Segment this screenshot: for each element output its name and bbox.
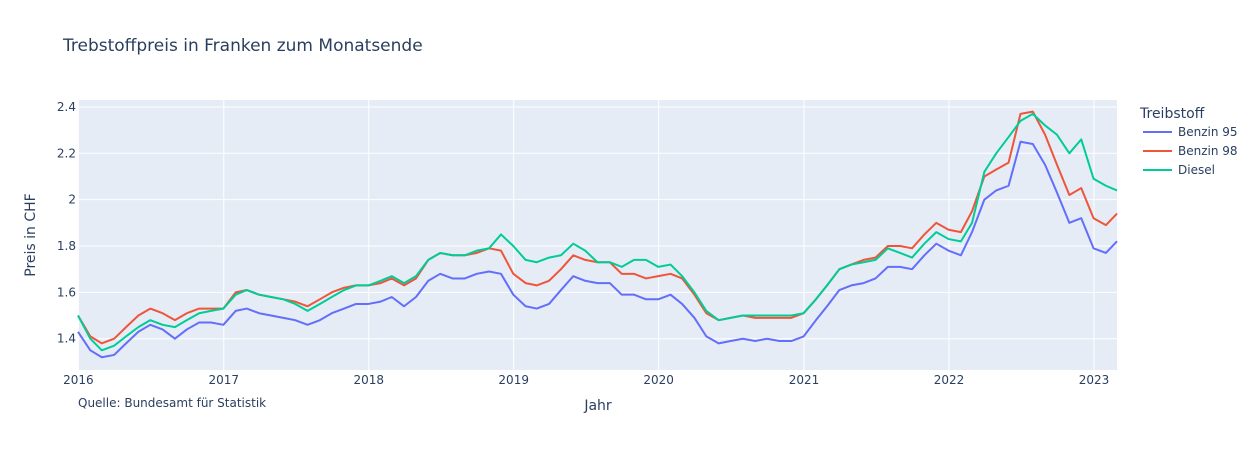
legend-title: Treibstoff: [1139, 106, 1205, 122]
x-tick-label: 2022: [934, 373, 965, 387]
y-tick-label: 2.2: [57, 146, 76, 160]
y-axis-ticks: 1.4 1.6 1.8 2 2.2 2.4: [57, 100, 76, 346]
x-tick-label: 2019: [498, 373, 529, 387]
legend-label-benzin-98: Benzin 98: [1178, 144, 1238, 158]
x-tick-label: 2023: [1079, 373, 1110, 387]
series-line-benzin-95: [77, 140, 1118, 359]
x-tick-label: 2017: [208, 373, 239, 387]
x-tick-label: 2020: [643, 373, 674, 387]
grid: [77, 100, 1117, 370]
x-tick-label: 2021: [789, 373, 820, 387]
series-lines: [77, 110, 1118, 359]
legend-label-benzin-95: Benzin 95: [1178, 125, 1238, 139]
chart-title: Trebstoffpreis in Franken zum Monatsende: [62, 36, 423, 56]
x-tick-label: 2016: [63, 373, 94, 387]
x-axis-ticks: 2016 2017 2018 2019 2020 2021 2022 2023: [63, 373, 1109, 387]
y-tick-label: 1.4: [57, 332, 76, 346]
legend: Treibstoff Benzin 95 Benzin 98 Diesel: [1139, 106, 1238, 177]
y-tick-label: 1.6: [57, 285, 76, 299]
series-line-diesel: [77, 112, 1118, 352]
y-axis-title: Preis in CHF: [23, 193, 39, 276]
x-tick-label: 2018: [353, 373, 384, 387]
y-tick-label: 2: [68, 193, 76, 207]
legend-label-diesel: Diesel: [1178, 163, 1215, 177]
y-tick-label: 2.4: [57, 100, 76, 114]
x-axis-title: Jahr: [583, 398, 612, 414]
y-tick-label: 1.8: [57, 239, 76, 253]
source-annotation: Quelle: Bundesamt für Statistik: [78, 396, 266, 410]
plot-area: [78, 100, 1117, 370]
